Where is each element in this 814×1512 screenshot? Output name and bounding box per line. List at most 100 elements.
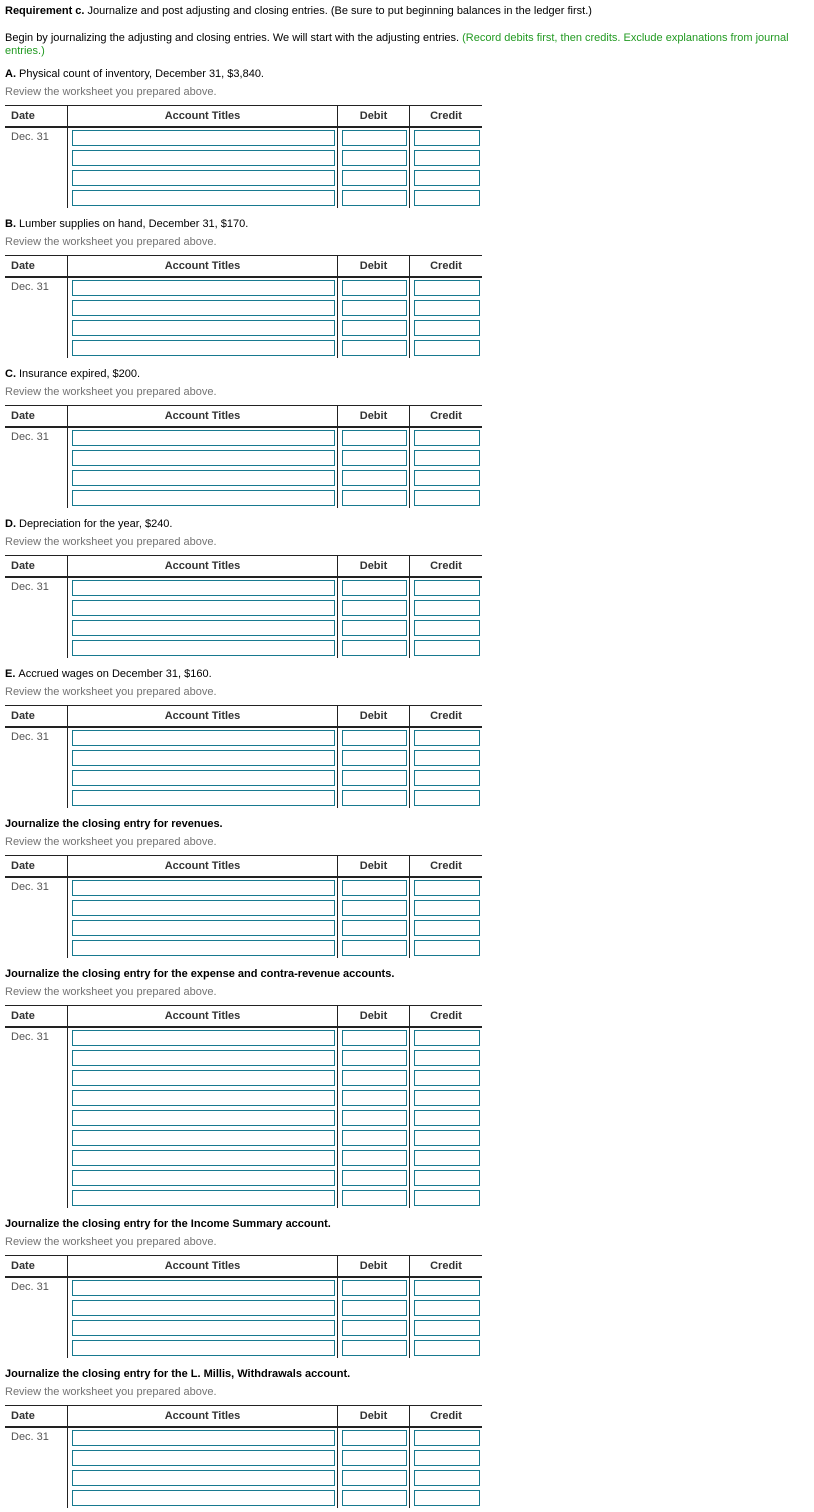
debit-input[interactable] — [342, 1130, 407, 1146]
account-title-input[interactable] — [72, 790, 335, 806]
debit-input[interactable] — [342, 320, 407, 336]
credit-input[interactable] — [414, 600, 480, 616]
debit-input[interactable] — [342, 920, 407, 936]
debit-input[interactable] — [342, 790, 407, 806]
account-title-input[interactable] — [72, 490, 335, 506]
debit-input[interactable] — [342, 640, 407, 656]
debit-input[interactable] — [342, 450, 407, 466]
account-title-input[interactable] — [72, 940, 335, 956]
credit-input[interactable] — [414, 1280, 480, 1296]
debit-input[interactable] — [342, 130, 407, 146]
debit-input[interactable] — [342, 190, 407, 206]
credit-input[interactable] — [414, 1150, 480, 1166]
credit-input[interactable] — [414, 730, 480, 746]
account-title-input[interactable] — [72, 1150, 335, 1166]
debit-input[interactable] — [342, 1470, 407, 1486]
debit-input[interactable] — [342, 1170, 407, 1186]
credit-input[interactable] — [414, 1110, 480, 1126]
credit-input[interactable] — [414, 1190, 480, 1206]
credit-input[interactable] — [414, 1030, 480, 1046]
debit-input[interactable] — [342, 1030, 407, 1046]
debit-input[interactable] — [342, 580, 407, 596]
debit-input[interactable] — [342, 940, 407, 956]
credit-input[interactable] — [414, 640, 480, 656]
account-title-input[interactable] — [72, 470, 335, 486]
account-title-input[interactable] — [72, 1170, 335, 1186]
account-title-input[interactable] — [72, 1280, 335, 1296]
debit-input[interactable] — [342, 1490, 407, 1506]
credit-input[interactable] — [414, 750, 480, 766]
debit-input[interactable] — [342, 600, 407, 616]
credit-input[interactable] — [414, 190, 480, 206]
credit-input[interactable] — [414, 170, 480, 186]
account-title-input[interactable] — [72, 1470, 335, 1486]
debit-input[interactable] — [342, 170, 407, 186]
credit-input[interactable] — [414, 900, 480, 916]
debit-input[interactable] — [342, 900, 407, 916]
account-title-input[interactable] — [72, 1130, 335, 1146]
account-title-input[interactable] — [72, 340, 335, 356]
debit-input[interactable] — [342, 880, 407, 896]
account-title-input[interactable] — [72, 1340, 335, 1356]
credit-input[interactable] — [414, 1320, 480, 1336]
debit-input[interactable] — [342, 1340, 407, 1356]
account-title-input[interactable] — [72, 1300, 335, 1316]
account-title-input[interactable] — [72, 1430, 335, 1446]
account-title-input[interactable] — [72, 730, 335, 746]
account-title-input[interactable] — [72, 190, 335, 206]
account-title-input[interactable] — [72, 1090, 335, 1106]
debit-input[interactable] — [342, 1110, 407, 1126]
credit-input[interactable] — [414, 1300, 480, 1316]
credit-input[interactable] — [414, 1050, 480, 1066]
account-title-input[interactable] — [72, 1490, 335, 1506]
account-title-input[interactable] — [72, 1070, 335, 1086]
debit-input[interactable] — [342, 470, 407, 486]
credit-input[interactable] — [414, 1470, 480, 1486]
debit-input[interactable] — [342, 280, 407, 296]
credit-input[interactable] — [414, 470, 480, 486]
account-title-input[interactable] — [72, 880, 335, 896]
credit-input[interactable] — [414, 620, 480, 636]
account-title-input[interactable] — [72, 580, 335, 596]
account-title-input[interactable] — [72, 430, 335, 446]
debit-input[interactable] — [342, 1430, 407, 1446]
debit-input[interactable] — [342, 1090, 407, 1106]
debit-input[interactable] — [342, 730, 407, 746]
account-title-input[interactable] — [72, 1190, 335, 1206]
credit-input[interactable] — [414, 1450, 480, 1466]
debit-input[interactable] — [342, 770, 407, 786]
debit-input[interactable] — [342, 340, 407, 356]
credit-input[interactable] — [414, 320, 480, 336]
account-title-input[interactable] — [72, 1110, 335, 1126]
debit-input[interactable] — [342, 1320, 407, 1336]
account-title-input[interactable] — [72, 640, 335, 656]
debit-input[interactable] — [342, 1190, 407, 1206]
debit-input[interactable] — [342, 1050, 407, 1066]
account-title-input[interactable] — [72, 1450, 335, 1466]
debit-input[interactable] — [342, 620, 407, 636]
account-title-input[interactable] — [72, 1050, 335, 1066]
credit-input[interactable] — [414, 790, 480, 806]
credit-input[interactable] — [414, 1340, 480, 1356]
credit-input[interactable] — [414, 1430, 480, 1446]
account-title-input[interactable] — [72, 600, 335, 616]
credit-input[interactable] — [414, 340, 480, 356]
credit-input[interactable] — [414, 1090, 480, 1106]
debit-input[interactable] — [342, 1070, 407, 1086]
account-title-input[interactable] — [72, 770, 335, 786]
credit-input[interactable] — [414, 580, 480, 596]
debit-input[interactable] — [342, 430, 407, 446]
account-title-input[interactable] — [72, 620, 335, 636]
debit-input[interactable] — [342, 1150, 407, 1166]
credit-input[interactable] — [414, 1070, 480, 1086]
account-title-input[interactable] — [72, 450, 335, 466]
credit-input[interactable] — [414, 880, 480, 896]
credit-input[interactable] — [414, 300, 480, 316]
debit-input[interactable] — [342, 1280, 407, 1296]
account-title-input[interactable] — [72, 1030, 335, 1046]
account-title-input[interactable] — [72, 280, 335, 296]
credit-input[interactable] — [414, 1170, 480, 1186]
credit-input[interactable] — [414, 770, 480, 786]
account-title-input[interactable] — [72, 920, 335, 936]
account-title-input[interactable] — [72, 1320, 335, 1336]
